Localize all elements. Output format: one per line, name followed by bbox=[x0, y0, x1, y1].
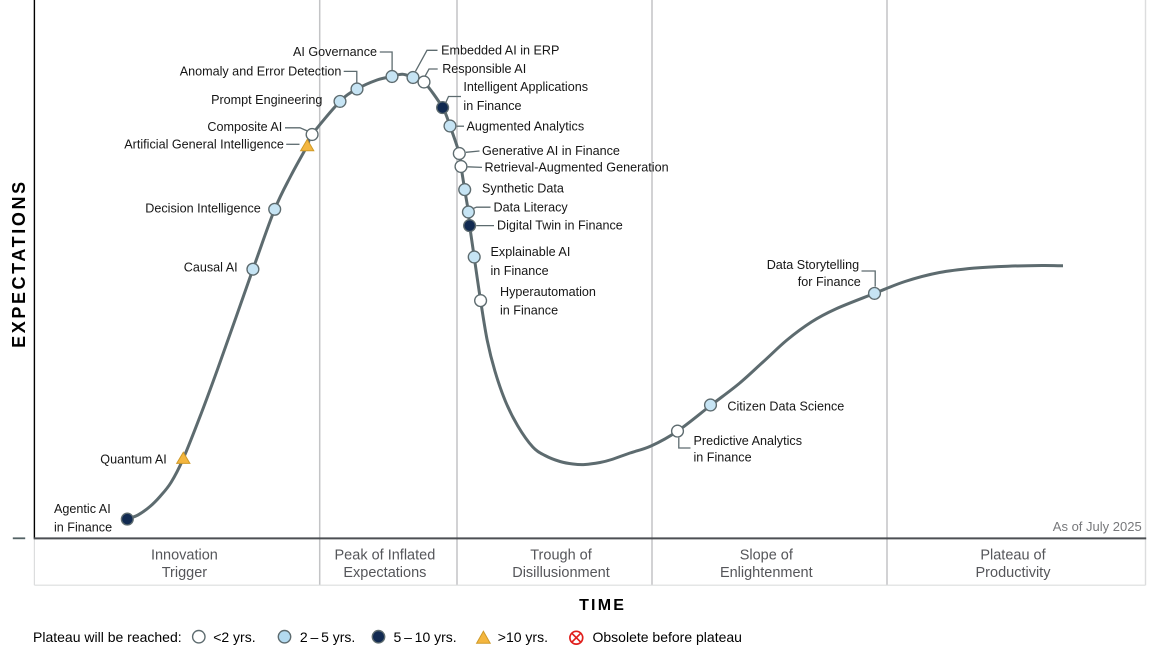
svg-text:Expectations: Expectations bbox=[343, 565, 426, 581]
svg-text:Trigger: Trigger bbox=[162, 565, 208, 581]
svg-text:>10 yrs.: >10 yrs. bbox=[498, 629, 548, 645]
svg-text:Prompt Engineering: Prompt Engineering bbox=[211, 93, 322, 107]
svg-text:in Finance: in Finance bbox=[463, 99, 521, 113]
svg-text:<2 yrs.: <2 yrs. bbox=[213, 629, 255, 645]
svg-text:Quantum AI: Quantum AI bbox=[100, 453, 167, 467]
svg-text:Enlightenment: Enlightenment bbox=[720, 565, 813, 581]
svg-text:Disillusionment: Disillusionment bbox=[512, 565, 610, 581]
svg-text:Generative AI in Finance: Generative AI in Finance bbox=[482, 144, 620, 158]
svg-text:Agentic AI: Agentic AI bbox=[54, 502, 111, 516]
svg-text:Predictive Analytics: Predictive Analytics bbox=[694, 434, 803, 448]
svg-text:Slope of: Slope of bbox=[740, 547, 794, 563]
svg-text:Citizen Data Science: Citizen Data Science bbox=[727, 400, 844, 414]
svg-text:2 – 5 yrs.: 2 – 5 yrs. bbox=[300, 629, 355, 645]
svg-text:Productivity: Productivity bbox=[976, 565, 1052, 581]
svg-text:Explainable AI: Explainable AI bbox=[491, 245, 571, 259]
svg-text:Artificial General Intelligenc: Artificial General Intelligence bbox=[124, 138, 284, 152]
svg-text:EXPECTATIONS: EXPECTATIONS bbox=[9, 179, 29, 348]
svg-text:Responsible AI: Responsible AI bbox=[442, 62, 526, 76]
svg-text:Embedded AI in ERP: Embedded AI in ERP bbox=[441, 44, 559, 58]
svg-text:Synthetic Data: Synthetic Data bbox=[482, 181, 564, 195]
svg-text:AI Governance: AI Governance bbox=[293, 45, 377, 59]
svg-text:Innovation: Innovation bbox=[151, 547, 218, 563]
svg-text:Composite AI: Composite AI bbox=[207, 120, 282, 134]
svg-text:Digital Twin in Finance: Digital Twin in Finance bbox=[497, 219, 623, 233]
svg-text:for Finance: for Finance bbox=[798, 275, 861, 289]
svg-text:Decision Intelligence: Decision Intelligence bbox=[145, 201, 261, 215]
svg-text:TIME: TIME bbox=[579, 597, 626, 614]
svg-text:Hyperautomation: Hyperautomation bbox=[500, 285, 596, 299]
svg-text:in Finance: in Finance bbox=[54, 521, 112, 535]
svg-text:Causal AI: Causal AI bbox=[184, 260, 238, 274]
svg-text:As of July 2025: As of July 2025 bbox=[1053, 519, 1142, 534]
svg-text:5 – 10 yrs.: 5 – 10 yrs. bbox=[394, 629, 457, 645]
svg-text:in Finance: in Finance bbox=[500, 304, 558, 318]
svg-text:Obsolete before plateau: Obsolete before plateau bbox=[593, 629, 742, 645]
svg-text:Anomaly and Error Detection: Anomaly and Error Detection bbox=[180, 65, 342, 79]
svg-text:in Finance: in Finance bbox=[694, 451, 752, 465]
svg-text:Retrieval-Augmented Generation: Retrieval-Augmented Generation bbox=[485, 161, 669, 175]
svg-text:Intelligent Applications: Intelligent Applications bbox=[463, 80, 588, 94]
svg-text:Augmented Analytics: Augmented Analytics bbox=[467, 119, 585, 133]
svg-text:Peak of Inflated: Peak of Inflated bbox=[335, 547, 436, 563]
svg-text:Trough of: Trough of bbox=[530, 547, 592, 563]
svg-text:Data Storytelling: Data Storytelling bbox=[767, 258, 859, 272]
svg-text:Plateau of: Plateau of bbox=[980, 547, 1046, 563]
svg-text:in Finance: in Finance bbox=[491, 264, 549, 278]
svg-text:Data Literacy: Data Literacy bbox=[494, 201, 569, 215]
svg-text:Plateau will be reached:: Plateau will be reached: bbox=[33, 629, 182, 645]
